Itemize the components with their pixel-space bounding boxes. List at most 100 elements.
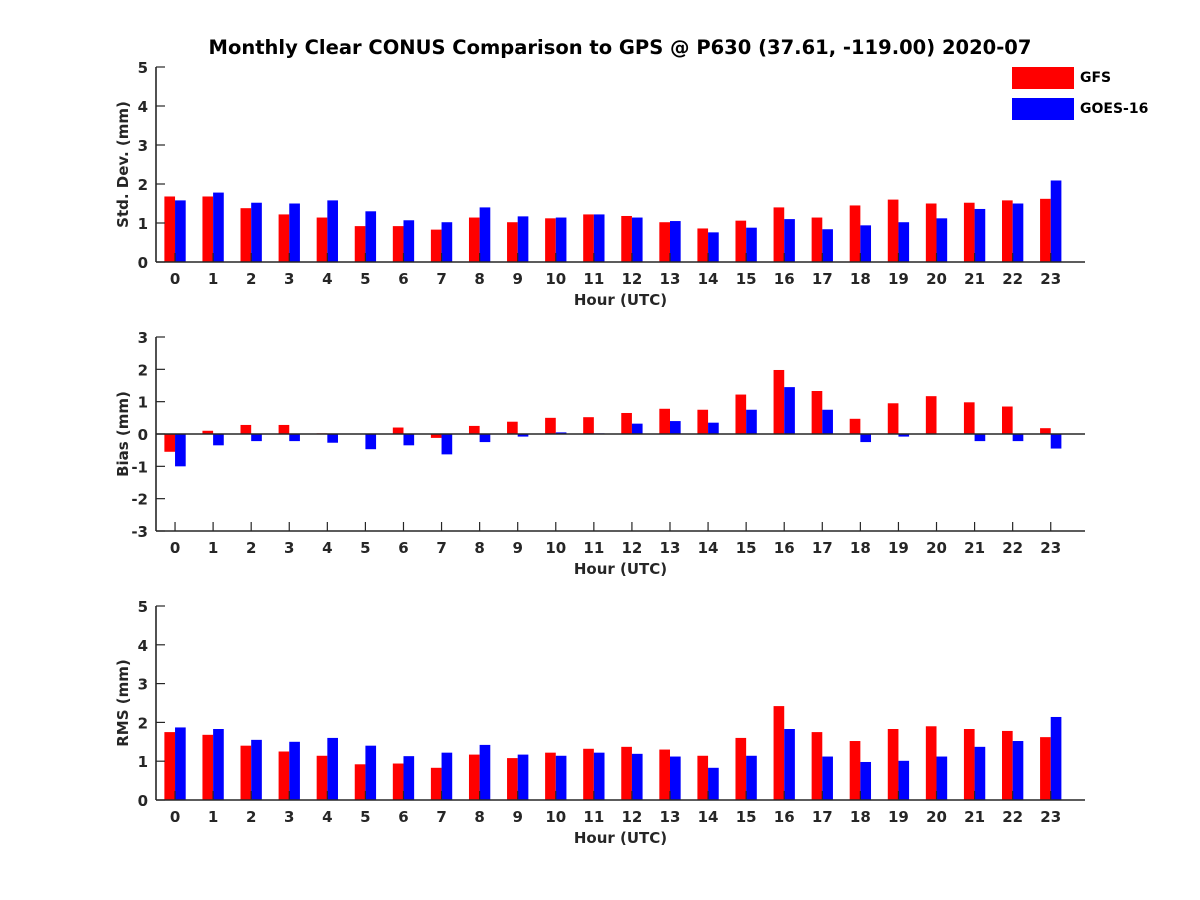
bar-p3-gfs-1 <box>202 734 214 800</box>
bar-p2-gfs-17 <box>811 391 823 434</box>
bar-p3-goes16-19 <box>898 760 910 800</box>
y-tick-label-p2-1: -2 <box>131 491 148 509</box>
bar-p3-gfs-4 <box>316 755 328 800</box>
y-tick-label-p2-0: -3 <box>131 523 148 541</box>
bar-p2-goes16-2 <box>251 434 262 442</box>
x-tick-label-p3-0: 0 <box>170 808 180 826</box>
x-tick-label-p2-16: 16 <box>774 539 795 557</box>
x-tick-label-p3-20: 20 <box>926 808 947 826</box>
bar-p3-gfs-15 <box>735 737 747 800</box>
x-tick-label-p2-2: 2 <box>246 539 256 557</box>
x-tick-label-p2-22: 22 <box>1002 539 1023 557</box>
bar-p2-goes16-21 <box>974 434 986 442</box>
bar-p3-gfs-19 <box>887 729 899 800</box>
x-axis-label-p3: Hour (UTC) <box>574 829 667 847</box>
x-tick-label-p1-19: 19 <box>888 270 909 288</box>
bar-p1-gfs-7 <box>430 229 442 262</box>
bar-p3-goes16-18 <box>860 761 872 800</box>
x-tick-label-p3-18: 18 <box>850 808 871 826</box>
bar-p2-goes16-14 <box>708 422 719 434</box>
bar-p1-goes16-9 <box>517 216 529 262</box>
x-tick-label-p1-0: 0 <box>170 270 180 288</box>
bar-p1-goes16-21 <box>974 208 986 262</box>
x-tick-label-p3-12: 12 <box>621 808 642 826</box>
x-tick-label-p2-5: 5 <box>360 539 370 557</box>
x-tick-label-p2-1: 1 <box>208 539 218 557</box>
y-axis-label-p3: RMS (mm) <box>114 659 132 746</box>
x-tick-label-p3-10: 10 <box>545 808 566 826</box>
bar-p3-gfs-10 <box>545 752 556 800</box>
bar-p2-gfs-6 <box>392 427 404 434</box>
x-tick-label-p3-3: 3 <box>284 808 294 826</box>
bar-p2-gfs-2 <box>240 424 252 434</box>
x-tick-label-p1-17: 17 <box>812 270 833 288</box>
x-tick-label-p2-7: 7 <box>436 539 446 557</box>
x-tick-label-p1-2: 2 <box>246 270 256 288</box>
bar-p2-goes16-23 <box>1050 434 1062 449</box>
bar-p1-goes16-0 <box>175 200 186 262</box>
bar-p2-gfs-21 <box>963 402 975 434</box>
bar-p3-gfs-23 <box>1040 737 1051 800</box>
bar-p1-gfs-0 <box>164 196 176 262</box>
bar-p1-goes16-23 <box>1050 180 1062 262</box>
bar-p1-gfs-11 <box>583 214 594 262</box>
bar-p2-goes16-0 <box>175 434 186 467</box>
bar-p2-goes16-6 <box>403 434 415 446</box>
bar-p1-goes16-2 <box>251 202 262 262</box>
x-tick-label-p1-16: 16 <box>774 270 795 288</box>
bar-p2-gfs-22 <box>1002 406 1013 434</box>
x-tick-label-p1-6: 6 <box>398 270 408 288</box>
bar-p3-gfs-8 <box>468 754 480 800</box>
bar-p3-goes16-22 <box>1012 741 1024 800</box>
bar-p1-gfs-9 <box>507 222 518 262</box>
x-tick-label-p1-15: 15 <box>736 270 757 288</box>
x-tick-label-p1-10: 10 <box>545 270 566 288</box>
bar-p2-goes16-4 <box>327 434 338 443</box>
x-tick-label-p1-9: 9 <box>512 270 522 288</box>
y-tick-label-p1-1: 1 <box>138 215 148 233</box>
x-tick-label-p2-21: 21 <box>964 539 985 557</box>
bar-p2-goes16-5 <box>365 434 377 450</box>
bar-p2-gfs-3 <box>278 424 290 434</box>
x-tick-label-p1-14: 14 <box>698 270 719 288</box>
y-tick-label-p2-2: -1 <box>131 458 148 476</box>
x-tick-label-p2-6: 6 <box>398 539 408 557</box>
x-tick-label-p2-3: 3 <box>284 539 294 557</box>
x-tick-label-p1-5: 5 <box>360 270 370 288</box>
bar-p3-goes16-8 <box>479 744 491 800</box>
bar-p1-gfs-19 <box>887 199 899 262</box>
bar-p3-gfs-5 <box>354 764 366 800</box>
bar-p1-gfs-18 <box>849 205 861 262</box>
bar-p2-gfs-18 <box>849 418 861 434</box>
bar-p3-goes16-21 <box>974 746 986 800</box>
x-tick-label-p2-10: 10 <box>545 539 566 557</box>
bar-p2-gfs-7 <box>430 434 442 438</box>
bar-p3-goes16-15 <box>746 755 757 800</box>
x-tick-label-p1-11: 11 <box>583 270 604 288</box>
x-tick-label-p3-21: 21 <box>964 808 985 826</box>
bar-p3-gfs-3 <box>278 751 290 800</box>
bar-p3-gfs-0 <box>164 732 176 800</box>
bar-p2-gfs-1 <box>202 430 214 434</box>
bar-p3-goes16-17 <box>822 756 833 800</box>
bar-p3-gfs-9 <box>507 758 518 800</box>
bar-p3-goes16-9 <box>517 754 529 800</box>
bar-p3-goes16-7 <box>441 752 453 800</box>
x-tick-label-p1-7: 7 <box>436 270 446 288</box>
bar-p3-goes16-1 <box>213 729 224 800</box>
bar-p2-gfs-9 <box>507 421 518 434</box>
x-tick-label-p1-23: 23 <box>1040 270 1061 288</box>
bar-p1-gfs-15 <box>735 220 747 262</box>
bar-p3-goes16-12 <box>631 753 643 800</box>
bar-p1-goes16-7 <box>441 222 453 262</box>
x-tick-label-p1-4: 4 <box>322 270 332 288</box>
bar-p2-goes16-18 <box>860 434 872 443</box>
x-tick-label-p3-11: 11 <box>583 808 604 826</box>
x-tick-label-p2-18: 18 <box>850 539 871 557</box>
bar-p1-gfs-1 <box>202 196 214 262</box>
bar-p3-gfs-18 <box>849 741 861 800</box>
bar-p2-gfs-8 <box>468 425 480 434</box>
bar-p2-gfs-11 <box>583 417 594 434</box>
bar-p3-gfs-16 <box>773 706 785 800</box>
bar-p1-gfs-10 <box>545 218 556 262</box>
